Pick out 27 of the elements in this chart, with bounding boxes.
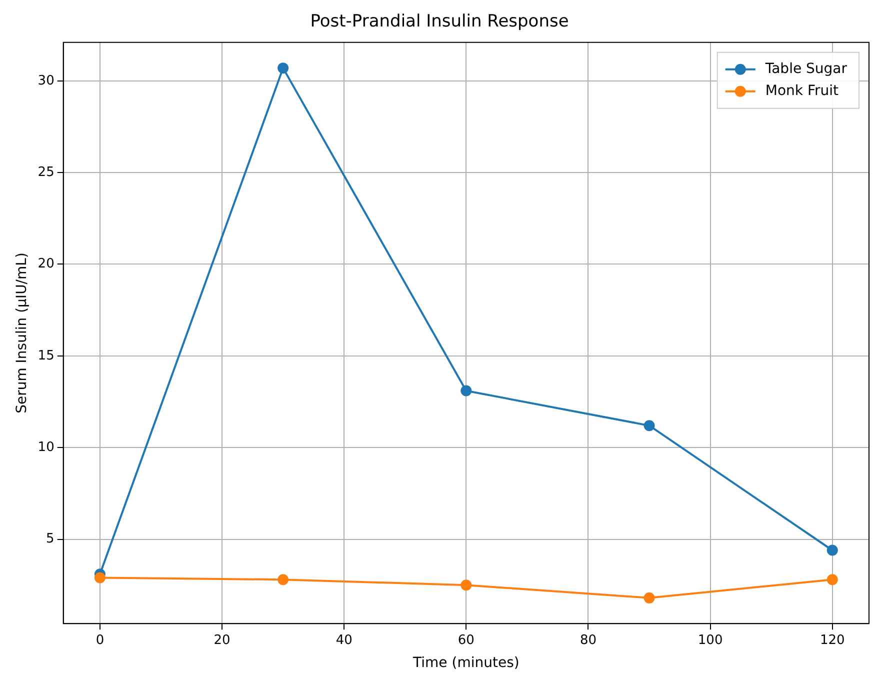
point <box>460 580 472 591</box>
point <box>826 544 838 556</box>
point <box>644 592 655 604</box>
point <box>460 385 472 396</box>
point <box>644 420 655 432</box>
point <box>278 574 289 586</box>
point <box>278 62 289 74</box>
x-tick-label: 40 <box>336 632 352 648</box>
x-tick-label: 20 <box>214 632 230 648</box>
x-tick-label: 60 <box>458 632 474 648</box>
point <box>94 572 106 584</box>
x-tick-label: 120 <box>820 632 845 648</box>
y-tick-label: 25 <box>38 164 54 180</box>
y-tick-label: 10 <box>38 440 54 455</box>
y-tick-label: 5 <box>46 532 54 547</box>
x-tick-label: 100 <box>698 632 723 648</box>
x-tick-label: 0 <box>96 632 104 648</box>
y-tick-label: 20 <box>38 256 54 272</box>
point <box>826 574 838 586</box>
y-tick-label: 30 <box>38 73 54 88</box>
x-axis-title: Time (minutes) <box>412 655 520 672</box>
legend-label: Monk Fruit <box>765 83 839 100</box>
chart-title: Post-Prandial Insulin Response <box>310 12 569 32</box>
x-tick-label: 80 <box>580 632 597 648</box>
legend-label: Table Sugar <box>764 61 848 78</box>
y-axis-title: Serum Insulin (µIU/mL) <box>14 252 30 414</box>
y-tick-label: 15 <box>38 348 54 364</box>
